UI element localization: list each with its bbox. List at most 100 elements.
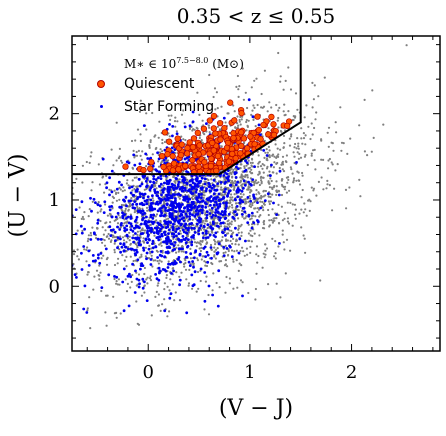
star-forming-point <box>105 181 109 185</box>
galaxy-point <box>307 125 310 128</box>
galaxy-point <box>159 309 162 312</box>
galaxy-point <box>99 210 102 213</box>
galaxy-point <box>100 208 103 211</box>
star-forming-point <box>252 221 256 225</box>
star-forming-point <box>103 200 107 204</box>
galaxy-point <box>234 243 237 246</box>
galaxy-point <box>302 234 305 237</box>
galaxy-point <box>148 145 151 148</box>
galaxy-point <box>251 158 254 161</box>
star-forming-point <box>157 238 161 242</box>
galaxy-point <box>122 204 125 207</box>
galaxy-point <box>211 210 214 214</box>
galaxy-point <box>78 206 81 209</box>
galaxy-point <box>161 142 164 145</box>
galaxy-point <box>151 153 154 156</box>
galaxy-point <box>314 168 317 171</box>
galaxy-point <box>139 99 142 102</box>
quiescent-point <box>148 158 155 166</box>
star-forming-point <box>191 120 195 124</box>
star-forming-point <box>139 211 143 214</box>
star-forming-point <box>146 235 150 238</box>
star-forming-point <box>221 221 225 225</box>
star-forming-point <box>150 184 154 187</box>
star-forming-point <box>145 257 148 261</box>
quiescent-point <box>195 163 202 170</box>
star-forming-point <box>234 183 238 187</box>
galaxy-point <box>163 288 166 291</box>
star-forming-point <box>195 208 199 212</box>
star-forming-point <box>109 228 113 232</box>
star-forming-point <box>211 293 215 297</box>
star-forming-point <box>275 213 278 217</box>
galaxy-point <box>239 225 242 228</box>
galaxy-point <box>264 243 267 246</box>
galaxy-point <box>148 244 151 247</box>
star-forming-point <box>75 276 78 279</box>
galaxy-point <box>128 231 131 234</box>
galaxy-point <box>241 246 244 249</box>
galaxy-point <box>187 103 190 106</box>
galaxy-point <box>251 172 254 175</box>
star-forming-point <box>175 132 179 136</box>
galaxy-point <box>118 248 121 251</box>
galaxy-point <box>257 181 260 184</box>
star-forming-point <box>110 205 113 208</box>
galaxy-point <box>91 181 94 184</box>
galaxy-point <box>261 163 264 166</box>
galaxy-point <box>277 153 280 156</box>
star-forming-point <box>203 245 207 249</box>
quiescent-point <box>184 150 191 157</box>
galaxy-point <box>153 135 156 138</box>
galaxy-point <box>268 186 271 189</box>
star-forming-point <box>125 217 128 220</box>
star-forming-point <box>122 309 126 313</box>
star-forming-point <box>125 233 129 237</box>
galaxy-point <box>370 150 373 153</box>
galaxy-point <box>291 172 294 175</box>
star-forming-point <box>83 227 86 231</box>
galaxy-point <box>142 237 145 240</box>
galaxy-point <box>303 155 306 158</box>
star-forming-point <box>173 193 177 197</box>
star-forming-point <box>278 242 281 245</box>
star-forming-point <box>127 304 131 308</box>
star-forming-point <box>219 212 223 216</box>
star-forming-point <box>278 169 282 173</box>
star-forming-point <box>138 239 141 243</box>
galaxy-point <box>237 231 240 234</box>
galaxy-point <box>157 136 160 139</box>
star-forming-point <box>89 196 92 200</box>
galaxy-point <box>204 280 207 283</box>
star-forming-point <box>164 209 168 212</box>
star-forming-point <box>131 203 135 206</box>
galaxy-point <box>188 241 191 244</box>
star-forming-point <box>164 174 168 178</box>
star-forming-point <box>102 211 106 215</box>
star-forming-point <box>196 199 200 202</box>
galaxy-point <box>240 209 244 212</box>
star-forming-point <box>154 168 158 172</box>
galaxy-point <box>153 234 156 237</box>
star-forming-point <box>164 206 168 210</box>
galaxy-point <box>283 188 286 191</box>
quiescent-point <box>178 141 185 148</box>
galaxy-point <box>272 166 275 169</box>
star-forming-point <box>219 181 223 184</box>
star-forming-point <box>189 183 192 187</box>
galaxy-point <box>121 161 124 164</box>
galaxy-point <box>214 248 218 251</box>
galaxy-point <box>182 250 185 253</box>
galaxy-point <box>292 115 295 118</box>
galaxy-point <box>340 141 344 144</box>
galaxy-point <box>342 142 345 145</box>
star-forming-point <box>167 232 170 236</box>
galaxy-point <box>238 262 241 265</box>
galaxy-point <box>166 315 169 318</box>
star-forming-point <box>141 174 145 178</box>
galaxy-point <box>300 226 303 229</box>
star-forming-point <box>193 182 197 186</box>
galaxy-point <box>275 282 278 285</box>
galaxy-point <box>283 103 286 106</box>
star-forming-point <box>73 273 77 276</box>
